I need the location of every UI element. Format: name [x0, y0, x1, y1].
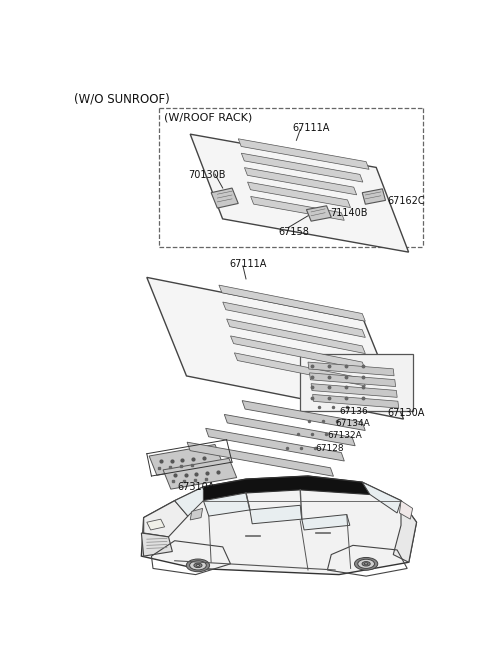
Polygon shape [147, 277, 404, 419]
Polygon shape [163, 459, 237, 489]
Polygon shape [142, 533, 172, 556]
Ellipse shape [358, 560, 374, 568]
Polygon shape [250, 505, 302, 523]
Ellipse shape [186, 559, 210, 572]
Polygon shape [204, 493, 250, 516]
Polygon shape [302, 514, 350, 530]
Ellipse shape [196, 564, 200, 566]
Polygon shape [147, 519, 165, 530]
Text: 67310A: 67310A [178, 482, 215, 492]
Ellipse shape [194, 563, 202, 567]
Polygon shape [219, 285, 365, 321]
Polygon shape [300, 354, 413, 411]
Polygon shape [144, 501, 188, 537]
Text: (W/O SUNROOF): (W/O SUNROOF) [74, 92, 170, 106]
Polygon shape [244, 168, 357, 195]
Polygon shape [224, 415, 355, 446]
Text: 71140B: 71140B [330, 208, 367, 218]
Polygon shape [190, 508, 203, 520]
Polygon shape [238, 139, 369, 169]
Polygon shape [223, 302, 365, 337]
Text: (W/ROOF RACK): (W/ROOF RACK) [164, 113, 252, 123]
Polygon shape [362, 482, 401, 513]
Text: 67136: 67136 [339, 407, 368, 416]
Polygon shape [251, 196, 344, 220]
Polygon shape [149, 445, 223, 475]
Ellipse shape [355, 558, 378, 570]
Polygon shape [241, 154, 363, 182]
Ellipse shape [364, 563, 368, 565]
Text: 67111A: 67111A [292, 123, 330, 133]
Text: 67132A: 67132A [327, 432, 362, 440]
Text: 67158: 67158 [278, 226, 310, 237]
Text: 70130B: 70130B [188, 170, 226, 180]
Text: 67134A: 67134A [335, 419, 370, 428]
Polygon shape [362, 189, 385, 204]
Polygon shape [399, 501, 413, 519]
Polygon shape [190, 134, 408, 252]
Text: 67130A: 67130A [388, 408, 425, 419]
Polygon shape [306, 206, 331, 221]
Polygon shape [234, 353, 365, 386]
Polygon shape [248, 182, 350, 207]
Polygon shape [230, 336, 365, 370]
Polygon shape [242, 401, 365, 430]
Polygon shape [175, 487, 204, 516]
Polygon shape [312, 394, 399, 408]
Text: 67128: 67128 [316, 443, 344, 453]
Polygon shape [310, 373, 396, 386]
Ellipse shape [362, 562, 370, 566]
Text: 67111A: 67111A [229, 259, 266, 269]
Polygon shape [206, 428, 344, 461]
Text: 67162C: 67162C [387, 195, 425, 206]
Polygon shape [227, 319, 365, 354]
Polygon shape [308, 362, 394, 376]
Polygon shape [311, 384, 397, 398]
Polygon shape [142, 476, 417, 575]
Polygon shape [187, 442, 334, 476]
Polygon shape [211, 188, 238, 208]
Polygon shape [204, 476, 370, 501]
Ellipse shape [190, 561, 206, 570]
Polygon shape [393, 501, 417, 562]
